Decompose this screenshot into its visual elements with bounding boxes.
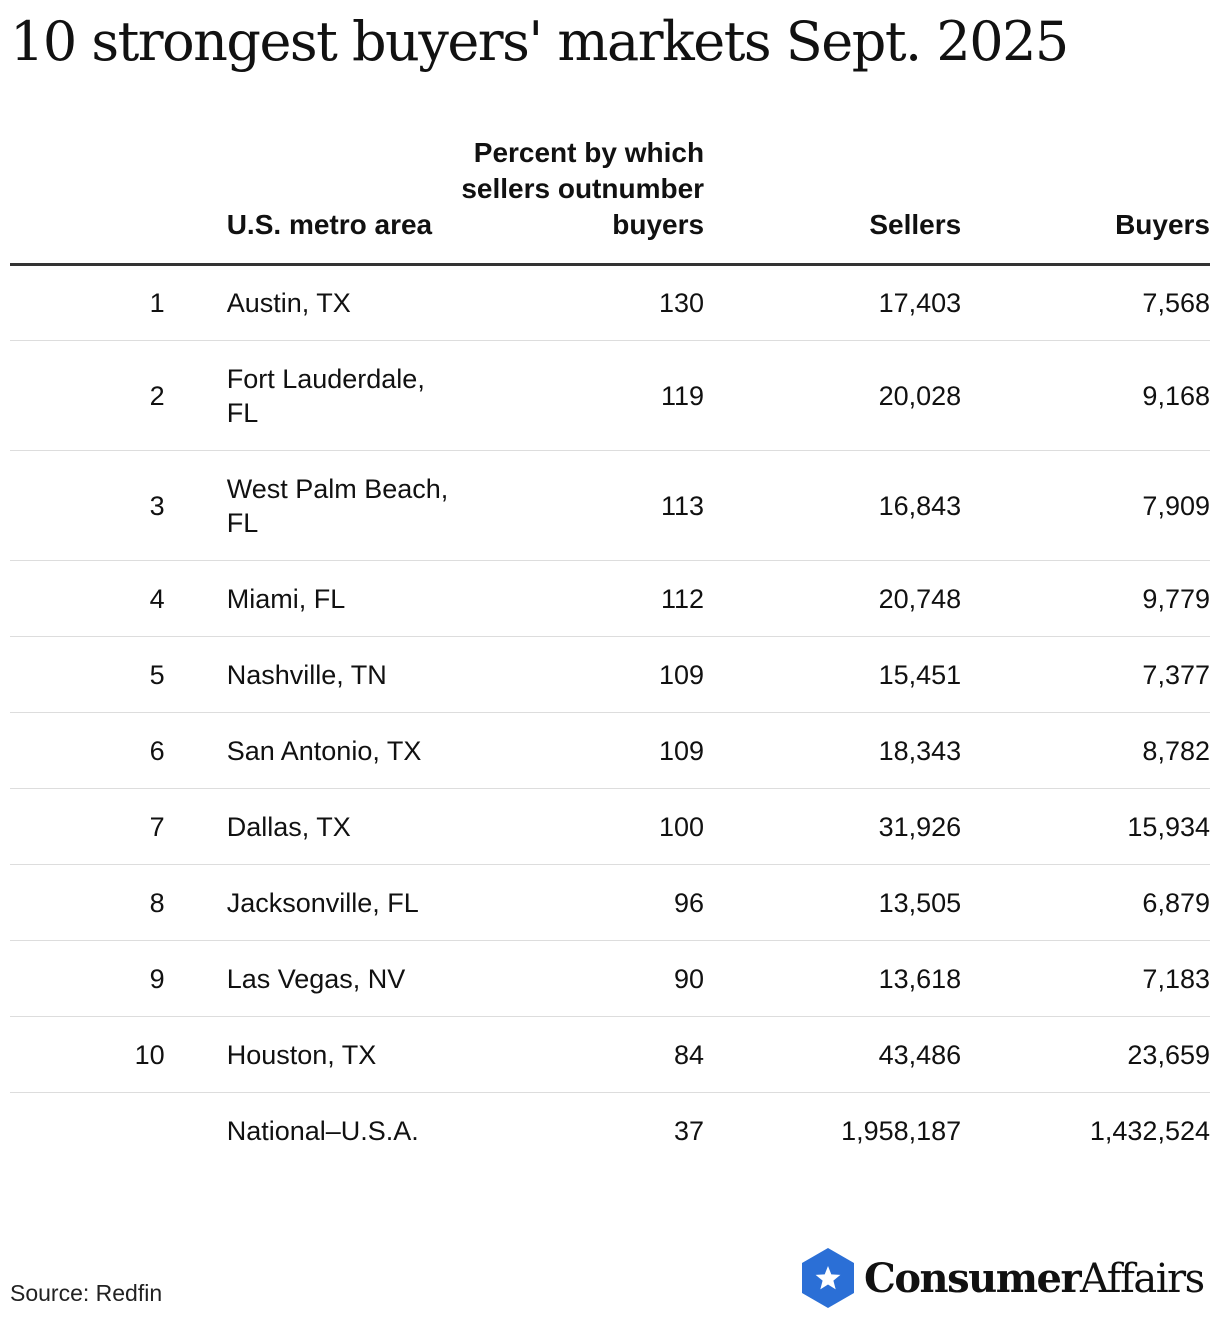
buyers-cell: 7,377 (961, 636, 1210, 713)
logo-word-consumer: Consumer (864, 1254, 1082, 1302)
percent-cell: 119 (459, 340, 705, 451)
sellers-cell: 1,958,187 (841, 1115, 962, 1146)
buyers-cell: 7,568 (961, 264, 1210, 341)
header-metro: U.S. metro area (164, 135, 460, 266)
percent-cell: 100 (459, 788, 705, 865)
metro-cell: West Palm Beach, FL (164, 450, 460, 561)
rank-cell: 8 (10, 864, 165, 941)
metro-cell: Nashville, TN (164, 636, 460, 713)
rank-cell: 3 (10, 450, 165, 561)
logo-word-affairs: Affairs (1080, 1255, 1205, 1302)
table-row: 1 Austin, TX 130 17,403 7,568 (10, 264, 1210, 341)
percent-cell: 96 (459, 864, 705, 941)
rank-cell: 5 (10, 636, 165, 713)
table-row: 8 Jacksonville, FL 96 13,505 6,879 (10, 864, 1210, 941)
table-header-row: U.S. metro area Percent by which sellers… (10, 135, 1210, 266)
sellers-cell: 20,028 (704, 340, 962, 451)
buyers-cell: 1,432,524 (1089, 1115, 1210, 1146)
sellers-cell: 13,618 (704, 940, 962, 1017)
rank-cell (10, 1093, 165, 1169)
metro-cell: San Antonio, TX (164, 712, 460, 789)
percent-cell: 112 (459, 560, 705, 637)
buyers-cell: 9,779 (961, 560, 1210, 637)
metro-cell: Las Vegas, NV (164, 940, 460, 1017)
markets-table: U.S. metro area Percent by which sellers… (10, 135, 1210, 1169)
percent-cell: 113 (459, 450, 705, 561)
star-hexagon-icon (802, 1248, 854, 1308)
rank-cell: 10 (10, 1016, 165, 1093)
sellers-cell: 15,451 (704, 636, 962, 713)
table-row: 9 Las Vegas, NV 90 13,618 7,183 (10, 940, 1210, 1017)
rank-cell: 6 (10, 712, 165, 789)
sellers-cell: 17,403 (704, 264, 962, 341)
buyers-cell: 6,879 (961, 864, 1210, 941)
buyers-cell: 23,659 (961, 1016, 1210, 1093)
percent-cell: 109 (459, 636, 705, 713)
sellers-cell: 43,486 (704, 1016, 962, 1093)
buyers-cell: 7,183 (961, 940, 1210, 1017)
table-row: 2 Fort Lauderdale, FL 119 20,028 9,168 (10, 340, 1210, 451)
percent-cell: 90 (459, 940, 705, 1017)
rank-cell: 7 (10, 788, 165, 865)
sellers-cell: 20,748 (704, 560, 962, 637)
percent-cell: 109 (459, 712, 705, 789)
chart-title: 10 strongest buyers' markets Sept. 2025 (10, 10, 1069, 73)
logo-wordmark: ConsumerAffairs (864, 1254, 1205, 1302)
consumeraffairs-logo: ConsumerAffairs (800, 1246, 1205, 1310)
percent-cell: 130 (459, 264, 705, 341)
metro-cell: Dallas, TX (164, 788, 460, 865)
buyers-cell: 15,934 (961, 788, 1210, 865)
metro-cell: Houston, TX (164, 1016, 460, 1093)
header-rank (10, 135, 165, 266)
sellers-cell: 13,505 (704, 864, 962, 941)
table-row: National–U.S.A. 37 1,958,187 1,432,524 (10, 1093, 1210, 1169)
buyers-cell: 9,168 (961, 340, 1210, 451)
metro-cell: Jacksonville, FL (164, 864, 460, 941)
rank-cell: 4 (10, 560, 165, 637)
rank-cell: 1 (10, 264, 165, 341)
header-sellers: Sellers (704, 135, 962, 266)
rank-cell: 2 (10, 340, 165, 451)
sellers-cell: 16,843 (704, 450, 962, 561)
sellers-cell: 31,926 (704, 788, 962, 865)
table-row: 10 Houston, TX 84 43,486 23,659 (10, 1016, 1210, 1093)
buyers-cell: 7,909 (961, 450, 1210, 561)
table-row: 5 Nashville, TN 109 15,451 7,377 (10, 636, 1210, 713)
table-row: 3 West Palm Beach, FL 113 16,843 7,909 (10, 450, 1210, 561)
buyers-cell: 8,782 (961, 712, 1210, 789)
header-buyers: Buyers (961, 135, 1210, 266)
percent-cell: 37 (674, 1115, 705, 1146)
table-row: 7 Dallas, TX 100 31,926 15,934 (10, 788, 1210, 865)
source-note: Source: Redfin (10, 1280, 163, 1306)
metro-cell: Austin, TX (164, 264, 460, 341)
table-row: 4 Miami, FL 112 20,748 9,779 (10, 560, 1210, 637)
percent-cell: 84 (459, 1016, 705, 1093)
sellers-cell: 18,343 (704, 712, 962, 789)
metro-cell: Fort Lauderdale, FL (164, 340, 460, 451)
table-row: 6 San Antonio, TX 109 18,343 8,782 (10, 712, 1210, 789)
metro-cell: Miami, FL (164, 560, 460, 637)
header-percent: Percent by which sellers outnumber buyer… (459, 135, 705, 266)
rank-cell: 9 (10, 940, 165, 1017)
table-body: 1 Austin, TX 130 17,403 7,568 2 Fort Lauderdal… (10, 264, 1210, 1169)
metro-cell: National–U.S.A. (226, 1115, 419, 1146)
